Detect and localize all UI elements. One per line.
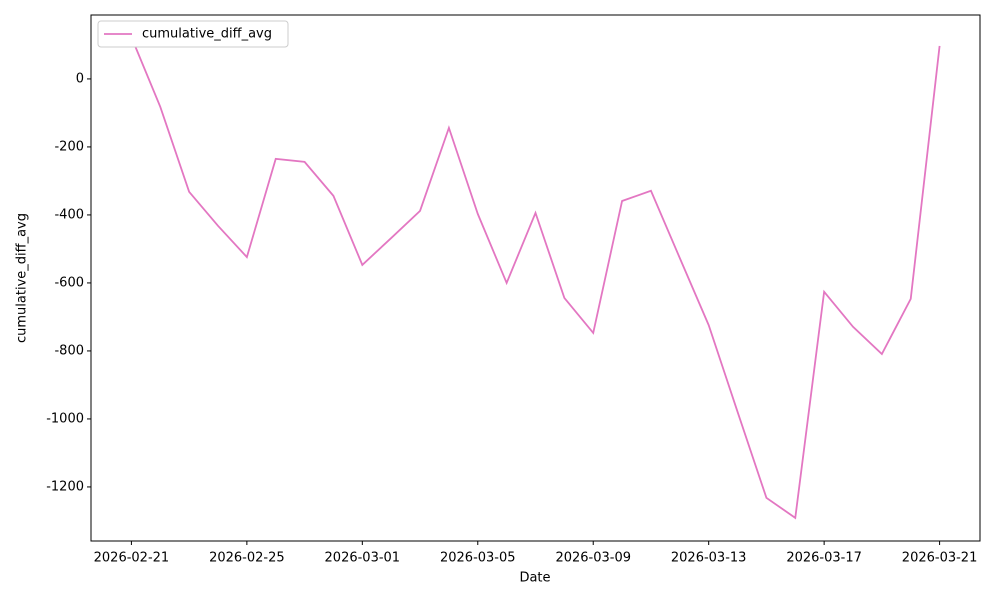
x-tick-label: 2026-03-17 (786, 551, 862, 566)
plot-frame (90, 14, 981, 542)
y-tick-label: -400 (54, 207, 84, 222)
y-tick-label: -1000 (46, 411, 84, 426)
y-tick-label: -200 (54, 139, 84, 154)
line-series (130, 36, 941, 520)
x-tick-label: 2026-03-05 (440, 551, 516, 566)
legend-box (97, 20, 289, 48)
y-tick-label: -1200 (46, 479, 84, 494)
y-tick-label: -600 (54, 275, 84, 290)
x-tick-label: 2026-03-21 (902, 551, 978, 566)
x-tick-label: 2026-03-09 (555, 551, 631, 566)
x-tick-label: 2026-03-13 (671, 551, 747, 566)
x-tick-label: 2026-02-25 (209, 551, 285, 566)
y-tick-label: -800 (54, 343, 84, 358)
x-axis-label: Date (519, 571, 550, 586)
legend-label: cumulative_diff_avg (142, 27, 272, 42)
x-tick-label: 2026-03-01 (325, 551, 401, 566)
x-tick-label: 2026-02-21 (94, 551, 170, 566)
y-tick-label: 0 (76, 71, 84, 86)
y-axis-label: cumulative_diff_avg (15, 213, 30, 343)
